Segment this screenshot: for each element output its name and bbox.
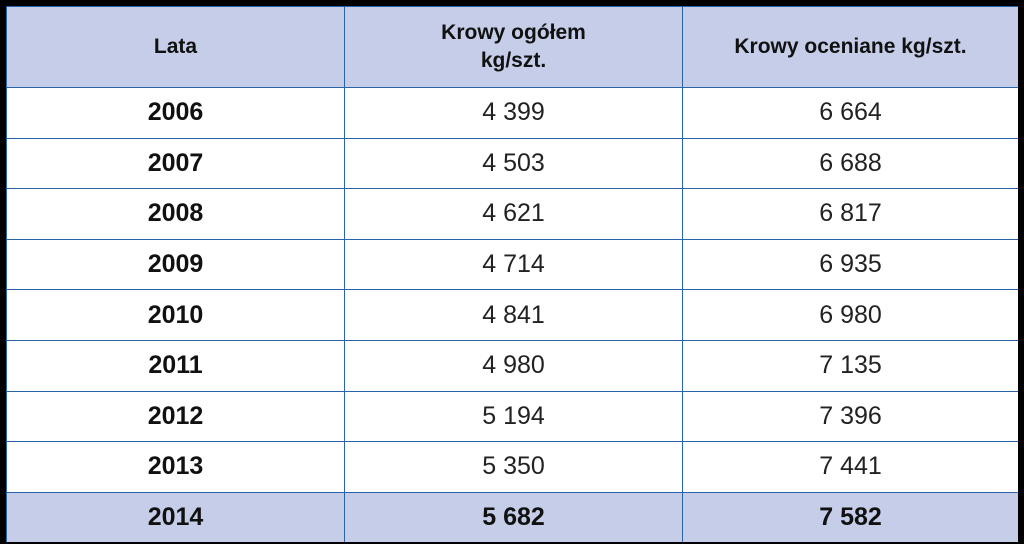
cell-assessed: 6 688 <box>682 137 1018 190</box>
cell-assessed: 7 441 <box>682 441 1018 493</box>
header-years: Lata <box>6 6 345 88</box>
table-row: 2007 4 503 6 688 <box>6 137 1018 190</box>
cell-total: 5 682 <box>344 491 683 542</box>
cell-total: 4 714 <box>344 238 683 291</box>
table-row-highlight: 2014 5 682 7 582 <box>6 491 1018 542</box>
cell-year: 2011 <box>6 339 345 392</box>
cell-total: 4 399 <box>344 87 683 139</box>
table-row: 2006 4 399 6 664 <box>6 87 1018 139</box>
cell-assessed: 7 135 <box>682 339 1018 392</box>
cell-year: 2009 <box>6 238 345 291</box>
table-row: 2010 4 841 6 980 <box>6 289 1018 341</box>
cell-total: 4 980 <box>344 339 683 392</box>
cell-assessed: 6 980 <box>682 289 1018 341</box>
cell-year: 2010 <box>6 289 345 341</box>
cell-total: 5 350 <box>344 441 683 493</box>
header-cows-assessed: Krowy oceniane kg/szt. <box>682 6 1018 88</box>
milk-yield-table: Lata Krowy ogółem kg/szt. Krowy oceniane… <box>6 6 1018 542</box>
cell-year: 2012 <box>6 390 345 443</box>
cell-assessed: 6 817 <box>682 188 1018 240</box>
cell-year: 2013 <box>6 441 345 493</box>
table-row: 2011 4 980 7 135 <box>6 339 1018 392</box>
cell-total: 5 194 <box>344 390 683 443</box>
cell-total: 4 503 <box>344 137 683 190</box>
cell-assessed: 6 935 <box>682 238 1018 291</box>
cell-assessed: 6 664 <box>682 87 1018 139</box>
data-table-container: Lata Krowy ogółem kg/szt. Krowy oceniane… <box>6 6 1018 542</box>
header-cows-total: Krowy ogółem kg/szt. <box>344 6 683 88</box>
cell-assessed: 7 396 <box>682 390 1018 443</box>
cell-year: 2007 <box>6 137 345 190</box>
header-cows-total-line1: Krowy ogółem <box>441 21 586 44</box>
table-header-row: Lata Krowy ogółem kg/szt. Krowy oceniane… <box>6 6 1018 88</box>
table-row: 2013 5 350 7 441 <box>6 441 1018 493</box>
table-row: 2012 5 194 7 396 <box>6 390 1018 443</box>
cell-year: 2008 <box>6 188 345 240</box>
cell-assessed: 7 582 <box>682 491 1018 542</box>
cell-total: 4 841 <box>344 289 683 341</box>
table-row: 2008 4 621 6 817 <box>6 188 1018 240</box>
cell-year: 2014 <box>6 491 345 542</box>
cell-total: 4 621 <box>344 188 683 240</box>
table-row: 2009 4 714 6 935 <box>6 238 1018 291</box>
header-cows-total-line2: kg/szt. <box>480 49 547 72</box>
cell-year: 2006 <box>6 87 345 139</box>
